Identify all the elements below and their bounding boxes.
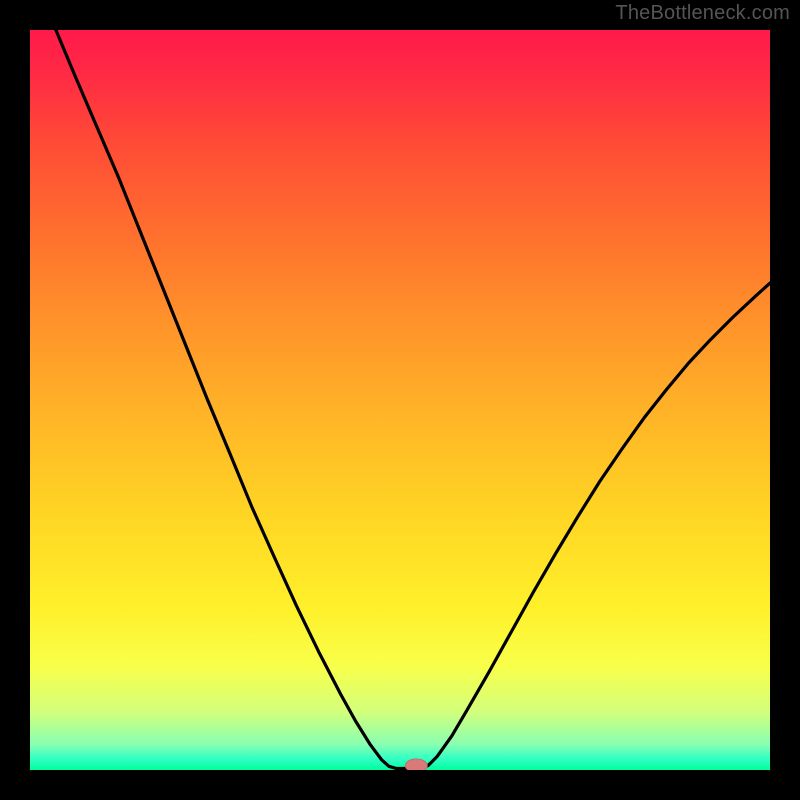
watermark-text: TheBottleneck.com (615, 2, 790, 25)
bottleneck-curve-chart (0, 0, 800, 800)
chart-container: TheBottleneck.com (0, 0, 800, 800)
